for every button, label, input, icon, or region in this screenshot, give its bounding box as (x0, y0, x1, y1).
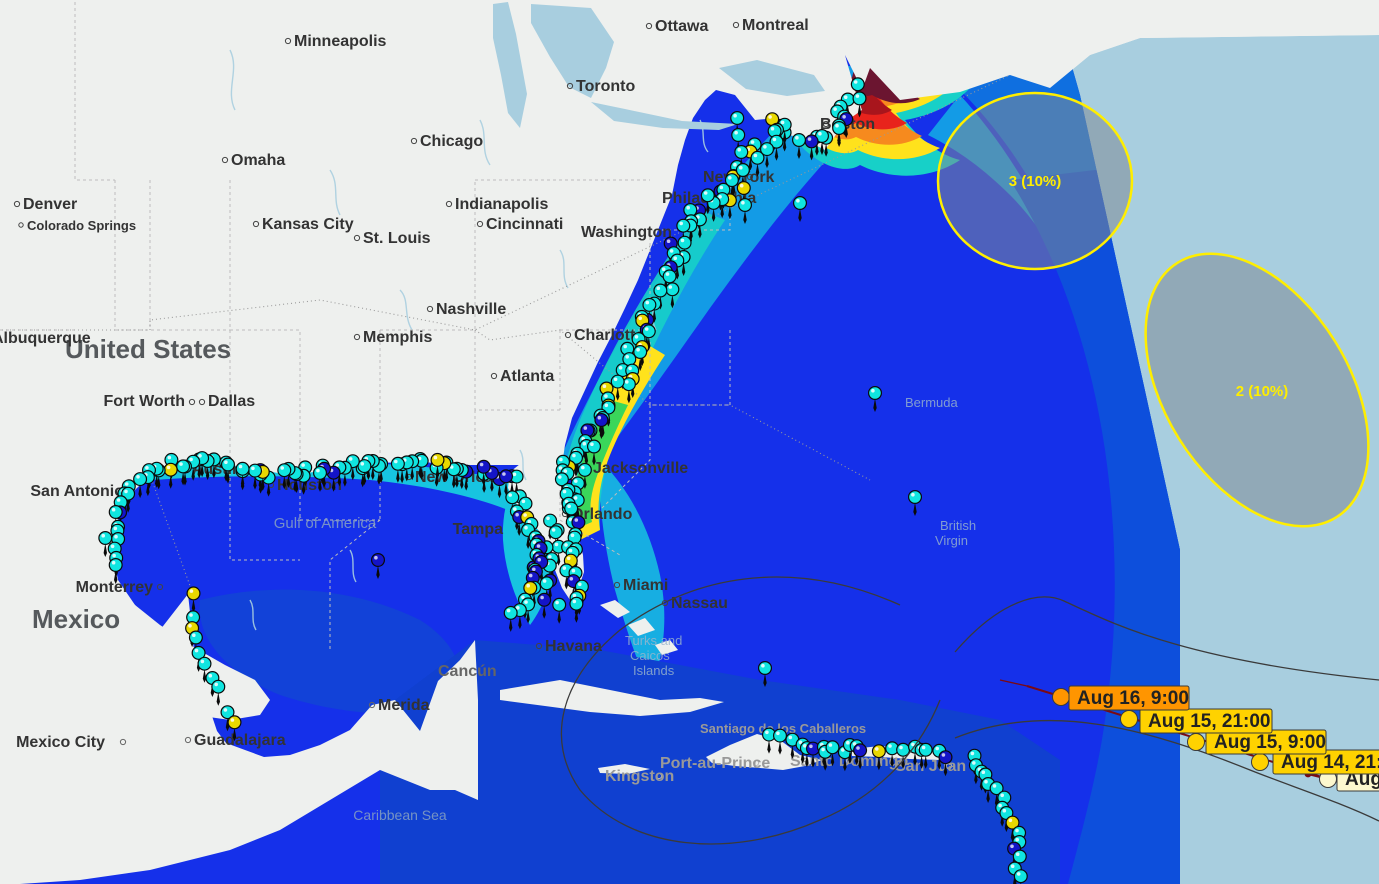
svg-text:Virgin: Virgin (935, 533, 968, 548)
svg-text:Denver: Denver (23, 196, 77, 213)
svg-text:Cincinnati: Cincinnati (486, 216, 563, 233)
svg-text:St. Louis: St. Louis (363, 230, 431, 247)
svg-text:Washington: Washington (581, 224, 672, 241)
svg-text:Port-au-Prince: Port-au-Prince (660, 755, 770, 772)
svg-text:Indianapolis: Indianapolis (455, 196, 548, 213)
svg-text:San Antonio: San Antonio (30, 483, 124, 500)
svg-text:Turks and: Turks and (625, 633, 682, 648)
svg-text:British: British (940, 518, 976, 533)
svg-text:Aug 16, 9:00: Aug 16, 9:00 (1077, 688, 1189, 709)
svg-text:Albuquerque: Albuquerque (0, 330, 91, 347)
svg-text:Mexico City: Mexico City (16, 734, 105, 751)
svg-text:Islands: Islands (633, 663, 675, 678)
svg-text:2 (10%): 2 (10%) (1236, 383, 1289, 400)
svg-text:Gulf of America: Gulf of America (274, 515, 377, 532)
svg-text:Aug 15, 21:00: Aug 15, 21:00 (1148, 711, 1271, 732)
svg-text:Nassau: Nassau (671, 595, 728, 612)
svg-text:Merida: Merida (378, 697, 430, 714)
svg-text:Cancún: Cancún (438, 663, 497, 680)
svg-text:San Juan: San Juan (895, 758, 966, 775)
svg-text:Fort Worth: Fort Worth (104, 393, 185, 410)
svg-text:Kansas City: Kansas City (262, 216, 354, 233)
svg-text:Minneapolis: Minneapolis (294, 33, 387, 50)
svg-text:Aug 14, 21:00: Aug 14, 21:00 (1281, 752, 1379, 773)
svg-text:Monterrey: Monterrey (76, 579, 153, 596)
svg-text:Chicago: Chicago (420, 133, 483, 150)
svg-text:Ottawa: Ottawa (655, 18, 708, 35)
svg-text:Caicos: Caicos (630, 648, 670, 663)
svg-text:Nashville: Nashville (436, 301, 506, 318)
svg-text:Tampa: Tampa (453, 521, 503, 538)
svg-text:Colorado Springs: Colorado Springs (27, 218, 136, 233)
svg-text:Guadalajara: Guadalajara (194, 732, 286, 749)
svg-text:Caribbean Sea: Caribbean Sea (353, 807, 447, 823)
svg-text:Havana: Havana (545, 638, 602, 655)
svg-text:Jacksonville: Jacksonville (593, 460, 688, 477)
svg-text:Kingston: Kingston (605, 768, 674, 785)
svg-text:Bermuda: Bermuda (905, 395, 959, 410)
svg-text:Montreal: Montreal (742, 17, 809, 34)
svg-text:Miami: Miami (623, 577, 668, 594)
svg-text:Omaha: Omaha (231, 152, 285, 169)
svg-text:Toronto: Toronto (576, 78, 635, 95)
svg-text:Aug 15, 9:00: Aug 15, 9:00 (1214, 732, 1326, 753)
svg-text:Dallas: Dallas (208, 393, 255, 410)
svg-text:Memphis: Memphis (363, 329, 432, 346)
svg-text:Mexico: Mexico (32, 604, 120, 634)
svg-text:Atlanta: Atlanta (500, 368, 554, 385)
svg-text:3 (10%): 3 (10%) (1009, 173, 1062, 190)
